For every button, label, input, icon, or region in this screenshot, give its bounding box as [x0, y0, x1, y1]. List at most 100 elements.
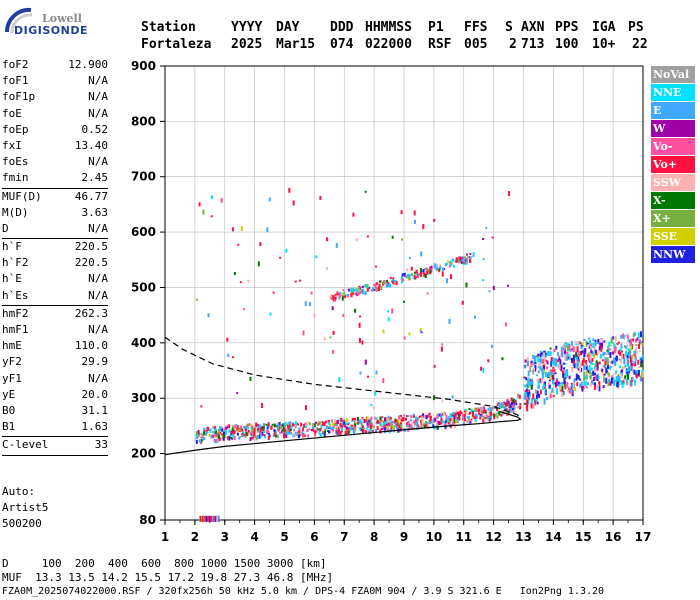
header-value: RSF — [428, 37, 452, 52]
x-tick-label: 12 — [485, 530, 502, 544]
param-row: h`F 220.5 — [2, 240, 108, 256]
echo-point — [592, 377, 595, 382]
echo-point — [195, 439, 198, 444]
echo-point — [616, 377, 619, 384]
echo-point — [472, 255, 475, 258]
echo-point — [544, 354, 547, 358]
echo-point — [482, 238, 485, 241]
param-key: hmE — [2, 339, 22, 353]
echo-point — [555, 388, 558, 395]
echo-point — [385, 284, 388, 288]
echo-point — [261, 427, 264, 431]
echo-point — [556, 352, 559, 357]
echo-point — [393, 425, 396, 428]
echo-point — [286, 428, 289, 432]
echo-point — [545, 359, 548, 362]
echo-point — [504, 405, 507, 408]
echo-point — [399, 422, 402, 425]
echo-point — [612, 377, 615, 381]
echo-point — [329, 295, 332, 300]
echo-point — [224, 425, 227, 428]
echo-point — [571, 390, 574, 397]
echo-point — [365, 419, 368, 422]
echo-point — [473, 410, 476, 413]
echo-point — [341, 295, 344, 301]
echo-point — [591, 372, 594, 376]
echo-point — [200, 436, 203, 439]
echo-point — [543, 357, 546, 363]
echo-point — [288, 421, 291, 425]
echo-point — [243, 308, 246, 311]
echo-point — [637, 373, 640, 377]
echo-point — [445, 263, 448, 266]
echo-point — [571, 366, 574, 372]
echo-point — [536, 401, 539, 405]
echo-point — [398, 425, 401, 429]
echo-point — [561, 362, 564, 365]
legend-item: Vo+ — [651, 156, 695, 174]
param-key: foF2 — [2, 58, 29, 71]
echo-point — [364, 430, 367, 434]
echo-point — [331, 429, 334, 432]
echo-point — [343, 420, 346, 423]
echo-point — [489, 416, 492, 421]
echo-point — [419, 268, 422, 273]
echo-point — [594, 368, 597, 373]
echo-point — [354, 418, 357, 421]
echo-point — [338, 377, 341, 383]
echo-point — [424, 422, 427, 425]
echo-point — [415, 418, 418, 422]
echo-point — [468, 412, 471, 415]
echo-point — [503, 406, 506, 410]
echo-point — [583, 371, 586, 376]
echo-point — [382, 424, 385, 428]
echo-point — [617, 380, 620, 387]
echo-point — [386, 423, 389, 426]
echo-point — [469, 259, 472, 264]
echo-point — [488, 417, 491, 422]
echo-point — [380, 280, 383, 284]
echo-point — [278, 422, 281, 426]
echo-point — [401, 238, 404, 241]
echo-point — [328, 426, 331, 429]
echo-point — [455, 419, 458, 424]
echo-point — [465, 259, 468, 264]
echo-point — [480, 409, 483, 413]
echo-point — [285, 248, 288, 253]
echo-point — [523, 376, 526, 379]
echo-point — [625, 374, 628, 377]
echo-point — [334, 298, 337, 302]
echo-point — [599, 353, 602, 359]
echo-point — [465, 419, 468, 424]
echo-point — [269, 312, 272, 316]
echo-point — [486, 417, 489, 420]
echo-point — [550, 356, 553, 361]
echo-point — [588, 337, 591, 340]
echo-point — [301, 431, 304, 436]
echo-point — [457, 259, 460, 264]
echo-point — [358, 286, 361, 290]
echo-point — [548, 372, 551, 376]
echo-point — [203, 436, 206, 440]
param-key: foEs — [2, 155, 29, 169]
echo-point — [493, 413, 496, 418]
echo-point — [448, 261, 451, 264]
echo-point — [310, 428, 313, 431]
echo-point — [563, 369, 566, 372]
echo-point — [596, 384, 599, 391]
x-tick-label: 6 — [310, 530, 318, 544]
echo-point — [220, 431, 223, 434]
echo-point — [438, 267, 441, 271]
echo-point — [283, 432, 286, 437]
echo-point — [538, 378, 541, 383]
echo-point — [302, 330, 305, 336]
echo-point — [380, 286, 383, 291]
echo-point — [529, 381, 532, 386]
echo-point — [634, 350, 637, 354]
param-separator — [2, 187, 108, 189]
echo-point — [213, 425, 216, 428]
echo-point — [576, 362, 579, 369]
param-row: h`F2 220.5 — [2, 256, 108, 272]
echo-point — [226, 436, 229, 440]
echo-point — [622, 379, 625, 383]
